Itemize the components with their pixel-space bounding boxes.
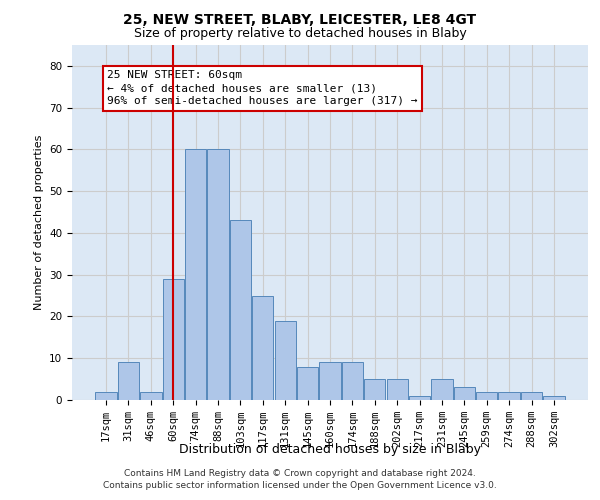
Bar [297,366,318,400]
Bar [499,392,520,400]
Bar [386,379,408,400]
Bar [543,396,565,400]
Text: Size of property relative to detached houses in Blaby: Size of property relative to detached ho… [134,28,466,40]
Text: 25 NEW STREET: 60sqm
← 4% of detached houses are smaller (13)
96% of semi-detach: 25 NEW STREET: 60sqm ← 4% of detached ho… [107,70,418,106]
Text: Contains HM Land Registry data © Crown copyright and database right 2024.
Contai: Contains HM Land Registry data © Crown c… [103,468,497,490]
Y-axis label: Number of detached properties: Number of detached properties [34,135,44,310]
Bar [521,392,542,400]
Bar [163,279,184,400]
Bar [208,150,229,400]
Bar [252,296,274,400]
Bar [140,392,161,400]
Bar [342,362,363,400]
Bar [230,220,251,400]
Text: Distribution of detached houses by size in Blaby: Distribution of detached houses by size … [179,442,481,456]
Bar [319,362,341,400]
Bar [275,320,296,400]
Bar [95,392,117,400]
Text: 25, NEW STREET, BLABY, LEICESTER, LE8 4GT: 25, NEW STREET, BLABY, LEICESTER, LE8 4G… [124,12,476,26]
Bar [431,379,452,400]
Bar [185,150,206,400]
Bar [118,362,139,400]
Bar [364,379,385,400]
Bar [454,388,475,400]
Bar [476,392,497,400]
Bar [409,396,430,400]
